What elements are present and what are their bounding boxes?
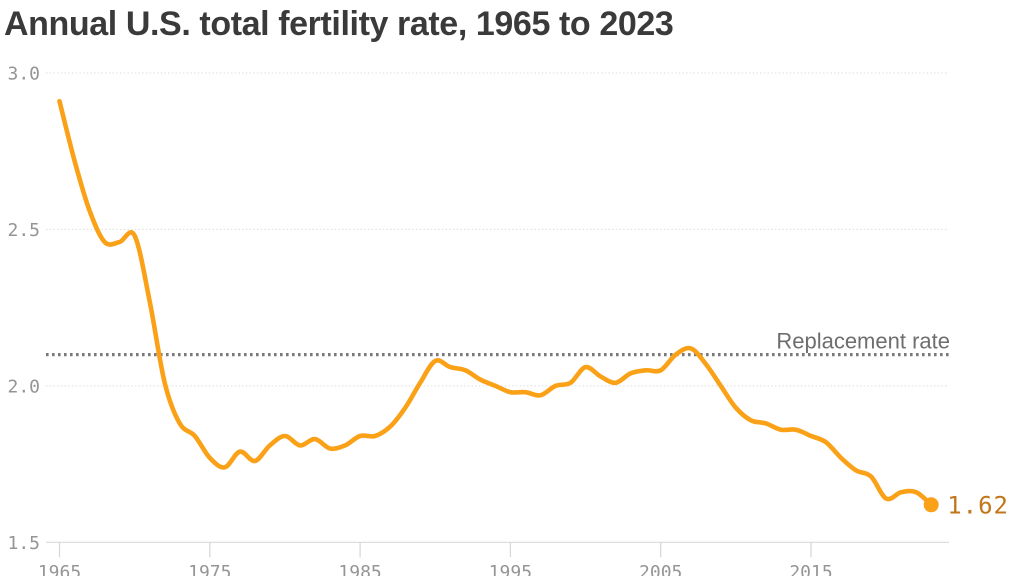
y-axis-label-2.0: 2.0	[7, 376, 40, 397]
x-axis-label-1985: 1985	[338, 562, 381, 576]
x-axis-label-2005: 2005	[639, 562, 682, 576]
y-axis-label-2.5: 2.5	[7, 220, 40, 241]
end-point-dot	[923, 497, 939, 513]
fertility-rate-line	[57, 98, 934, 508]
y-axis-label-1.5: 1.5	[7, 533, 40, 554]
x-axis-label-2015: 2015	[789, 562, 832, 576]
axis-labels: 3.0 2.5 2.0 1.5 1965 1975 1985 1995 2005 2015	[7, 64, 832, 576]
replacement-rate-annotation: Replacement rate	[46, 329, 950, 357]
end-value-label: 1.62	[947, 491, 1009, 519]
x-axis-label-1995: 1995	[489, 562, 532, 576]
page-title: Annual U.S. total fertility rate, 1965 t…	[4, 5, 674, 43]
y-axis-label-3.0: 3.0	[7, 64, 40, 85]
x-axis-label-1975: 1975	[188, 562, 231, 576]
gridlines	[46, 72, 949, 543]
x-axis-label-1965: 1965	[38, 562, 81, 576]
x-axis-ticks	[58, 542, 812, 558]
replacement-rate-label: Replacement rate	[776, 329, 950, 354]
fertility-line-series: 1.62	[57, 98, 1009, 519]
